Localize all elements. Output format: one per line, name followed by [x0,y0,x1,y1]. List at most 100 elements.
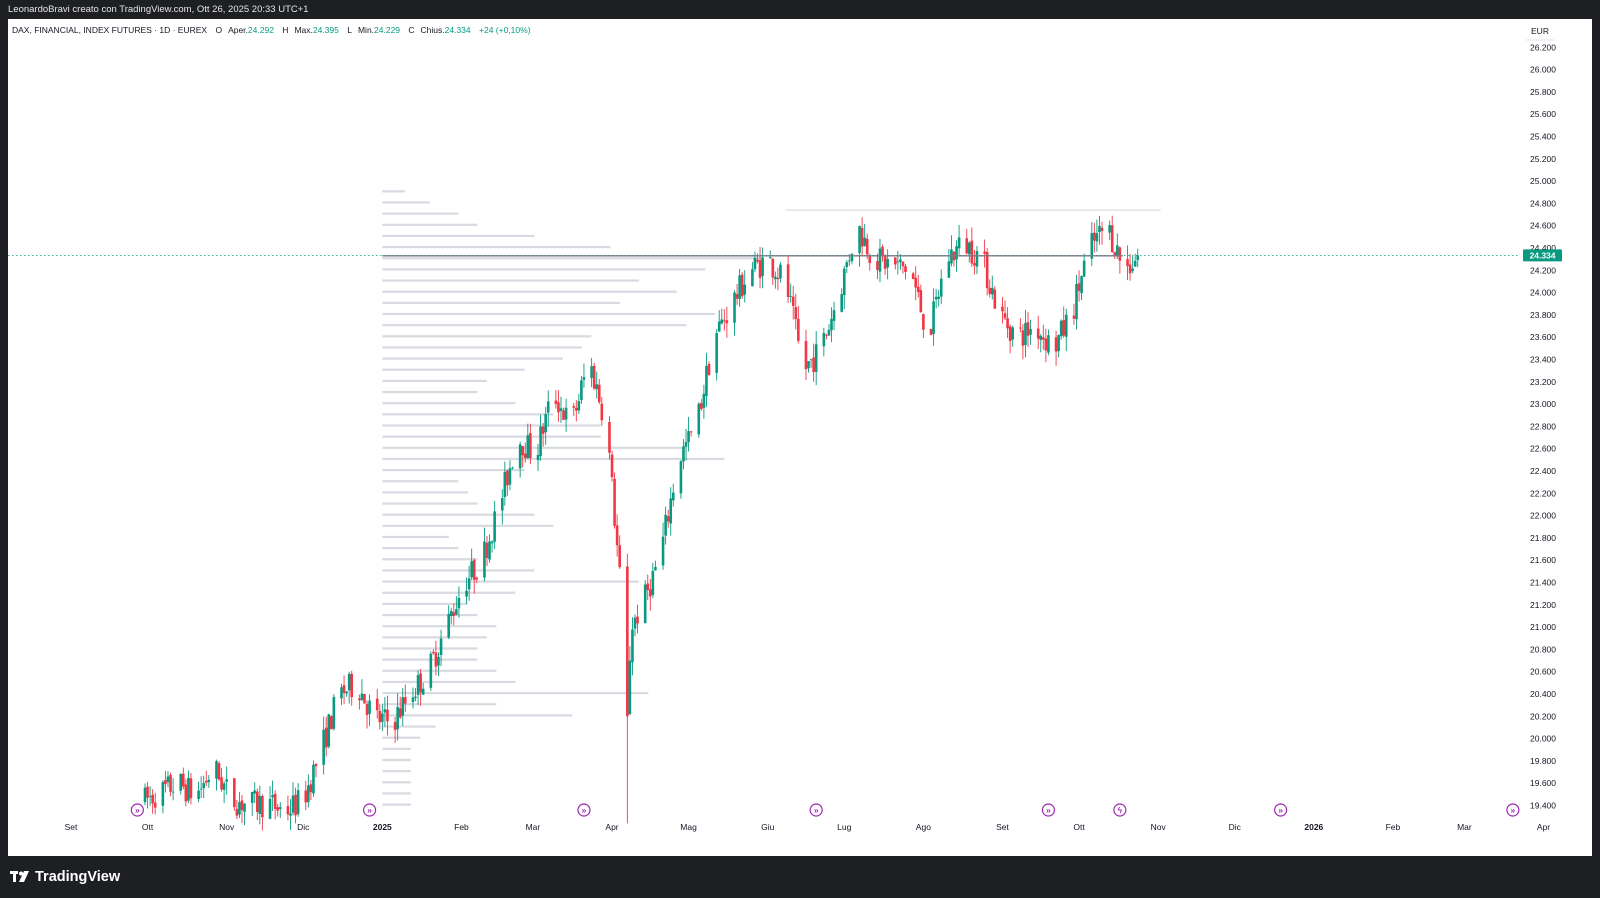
y-tick-label: 19.400 [1530,801,1556,811]
candle-body [381,713,384,722]
volume-profile-bar [382,535,449,539]
candle-body [1039,336,1043,340]
candle-body [434,652,438,667]
candle-body [1042,337,1045,340]
candle-body [564,407,568,420]
candle-body [988,287,992,294]
candle-body [437,656,440,666]
y-tick-label: 21.000 [1530,622,1556,632]
candle-body [472,560,476,580]
y-tick-label: 21.600 [1530,555,1556,565]
volume-profile-bar [382,413,554,416]
candle-body [217,763,221,780]
event-marker-glyph: » [814,805,819,815]
low-value: 24.229 [374,25,401,35]
candle-body [717,321,721,332]
open-prefix: Aper. [228,25,248,35]
candle-body [416,675,420,695]
candle-body [419,673,422,693]
candle-body [957,237,961,249]
candle-body [848,260,851,262]
candle-body [1075,283,1078,320]
candle-body [324,727,328,748]
y-tick-label: 22.200 [1530,488,1556,498]
y-tick-label: 25.800 [1530,87,1556,97]
candle-body [1136,255,1140,261]
candle-body [1026,322,1030,336]
x-tick-label: 2026 [1304,822,1323,832]
candle-body [304,790,308,803]
candle-body [375,698,379,711]
chart-area[interactable]: DAX, FINANCIAL, INDEX FUTURES · 1D · EUR… [8,19,1592,856]
candle-body [345,691,348,694]
candle-body [526,435,530,459]
candle-body [296,790,300,815]
y-tick-label: 24.200 [1530,265,1556,275]
candle-body [768,257,772,259]
candle-body [404,697,407,704]
candle-body [628,660,632,715]
candle-body [146,786,149,798]
candle-body [493,511,496,542]
brand[interactable]: TradingView [10,869,120,885]
candle-body [207,779,211,783]
y-tick-label: 21.800 [1530,533,1556,543]
candle-body [878,248,882,272]
candle-body [309,784,313,793]
candle-body [1100,227,1104,232]
volume-profile-bar [382,636,487,639]
candle-body [758,260,762,278]
symbol-legend: DAX, FINANCIAL, INDEX FUTURES · 1D · EUR… [12,25,531,35]
candle-body [432,651,435,654]
candle-body [689,431,693,433]
brand-name: TradingView [35,869,121,885]
candle-body [702,393,706,408]
candle-body [340,687,343,699]
candle-body [970,240,974,264]
candle-body [204,781,208,783]
candle-body [618,545,621,568]
x-tick-label: Ott [1073,822,1085,832]
candle-body [184,784,188,802]
x-tick-label: Ott [142,822,154,832]
y-tick-label: 20.200 [1530,711,1556,721]
candle-body [332,697,336,729]
price-chart[interactable]: EUR 26.200 26.000 25.800 25.600 25.400 25.200 2… [8,19,1592,856]
candle-body [238,802,241,815]
candle-body [723,320,726,322]
y-tick-label: 24.600 [1530,221,1556,231]
candle-body [358,698,361,701]
event-marker-glyph: » [1278,805,1283,815]
tradingview-logo-icon [10,871,29,882]
candle-body [947,261,951,278]
candle-body [735,294,739,299]
y-tick-label: 22.400 [1530,466,1556,476]
candle-body [148,796,152,797]
symbol-name[interactable]: DAX, FINANCIAL, INDEX FUTURES · 1D · EUR… [12,25,208,35]
candle-body [1064,314,1068,337]
candle-body [500,498,504,511]
candle-body [916,286,920,292]
candle-body [990,287,994,295]
candle-body [1006,318,1009,329]
candle-body [1128,264,1132,274]
candle-body [490,541,494,544]
volume-profile-bar [382,602,468,605]
candle-body [179,773,183,791]
event-marker-icon [1041,803,1056,817]
candle-body [161,781,165,806]
x-tick-label: Apr [605,822,618,832]
candle-body [485,542,489,558]
candle-body [243,803,246,812]
candle-body [881,246,884,256]
candle-body [807,361,810,369]
volume-profile-bar [382,368,525,371]
candle-body [825,334,828,336]
candle-body [314,764,318,767]
volume-profile-bar [382,301,620,304]
candle-body [771,258,775,278]
candle-body [187,777,190,801]
candle-body [529,433,532,459]
candle-body [1029,328,1032,335]
candle-body [554,400,558,404]
